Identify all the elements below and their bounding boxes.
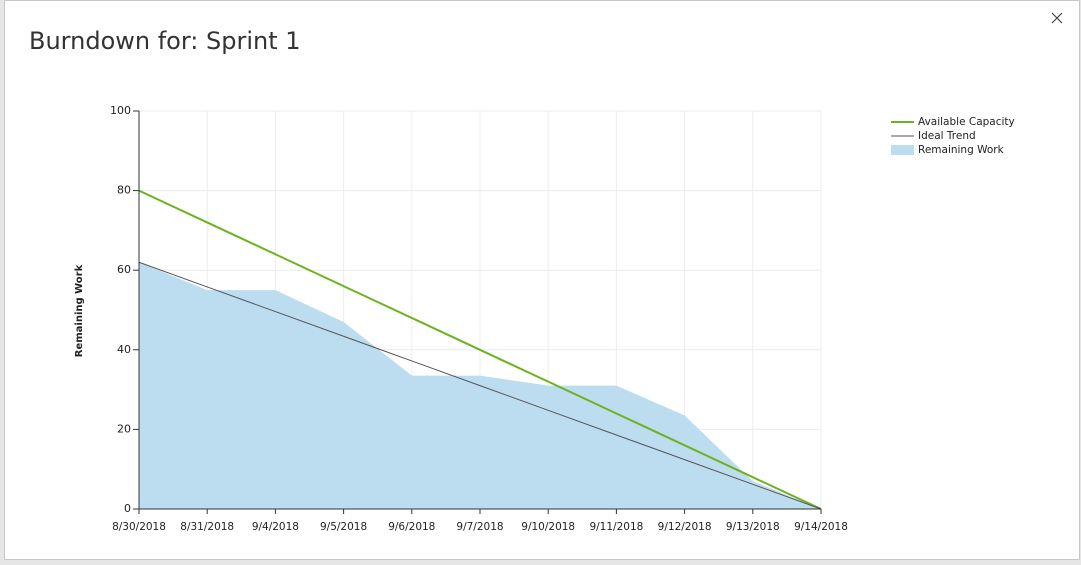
x-tick-label: 9/4/2018 [252, 521, 299, 533]
legend-swatch [891, 145, 914, 155]
close-button[interactable] [1051, 12, 1063, 24]
x-tick-label: 9/5/2018 [320, 521, 367, 533]
y-axis-label: Remaining Work [74, 264, 85, 357]
y-tick-label: 100 [110, 104, 131, 117]
x-tick-label: 9/7/2018 [456, 521, 503, 533]
legend-label: Ideal Trend [918, 130, 976, 142]
chart: Burndown for: Sprint 1 Remaining Work 0 2… [29, 12, 1063, 533]
y-tick-label: 0 [124, 502, 131, 515]
legend-label: Remaining Work [918, 144, 1005, 156]
line [138, 189, 822, 510]
x-tick-label: 8/31/2018 [180, 521, 234, 533]
line [138, 261, 822, 510]
y-tick-label: 20 [117, 422, 131, 435]
x-tick-label: 9/13/2018 [726, 521, 780, 533]
legend-label: Available Capacity [918, 116, 1015, 128]
y-tick-label: 40 [117, 343, 131, 356]
x-tick-label: 9/14/2018 [794, 521, 848, 533]
chart-title: Burndown for: Sprint 1 [29, 27, 301, 55]
dialog: Burndown for: Sprint 1 Remaining Work 0 2… [4, 0, 1080, 560]
y-tick-label: 80 [117, 184, 131, 197]
x-tick-label: 9/11/2018 [589, 521, 643, 533]
x-tick-label: 8/30/2018 [112, 521, 166, 533]
x-tick-label: 9/12/2018 [658, 521, 712, 533]
x-tick-label: 9/10/2018 [521, 521, 575, 533]
y-tick-label: 60 [117, 263, 131, 276]
x-tick-label: 9/6/2018 [388, 521, 435, 533]
